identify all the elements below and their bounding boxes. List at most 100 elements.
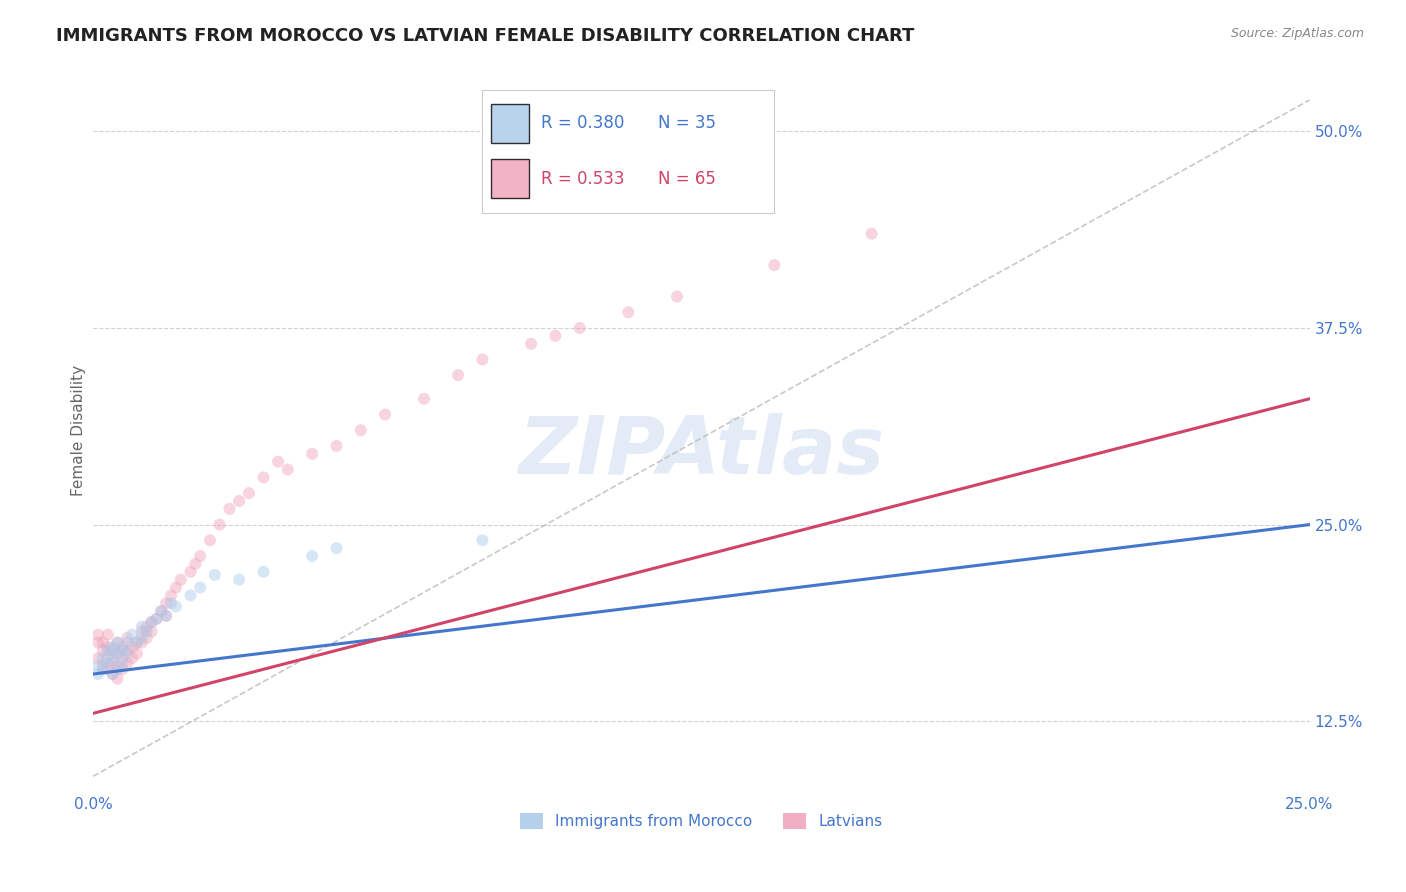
Point bbox=[107, 647, 129, 661]
Point bbox=[471, 533, 494, 548]
Point bbox=[107, 635, 129, 649]
Point bbox=[115, 656, 138, 670]
Point bbox=[413, 392, 436, 406]
Point bbox=[131, 620, 153, 634]
Point bbox=[155, 608, 177, 623]
Point bbox=[160, 596, 183, 610]
Point bbox=[188, 549, 211, 563]
Point bbox=[208, 517, 231, 532]
Point bbox=[267, 455, 290, 469]
Point bbox=[97, 662, 120, 676]
Point bbox=[121, 628, 143, 642]
Point bbox=[150, 604, 173, 618]
Point bbox=[121, 651, 143, 665]
Text: ZIPAtlas: ZIPAtlas bbox=[519, 413, 884, 491]
Point bbox=[125, 635, 148, 649]
Point bbox=[150, 604, 173, 618]
Point bbox=[111, 640, 134, 655]
Point bbox=[97, 643, 120, 657]
Point bbox=[87, 651, 110, 665]
Point bbox=[447, 368, 470, 383]
Point bbox=[115, 635, 138, 649]
Point bbox=[125, 647, 148, 661]
Y-axis label: Female Disability: Female Disability bbox=[72, 365, 86, 496]
Legend: Immigrants from Morocco, Latvians: Immigrants from Morocco, Latvians bbox=[515, 806, 889, 835]
Point bbox=[301, 549, 323, 563]
Point bbox=[228, 573, 250, 587]
Point bbox=[374, 408, 396, 422]
Point bbox=[568, 321, 591, 335]
Point bbox=[301, 447, 323, 461]
Point bbox=[155, 608, 177, 623]
Point bbox=[97, 656, 120, 670]
Point bbox=[155, 596, 177, 610]
Point bbox=[135, 620, 157, 634]
Point bbox=[91, 635, 114, 649]
Point bbox=[198, 533, 221, 548]
Point bbox=[165, 581, 187, 595]
Point bbox=[91, 662, 114, 676]
Point bbox=[91, 659, 114, 673]
Point bbox=[520, 336, 543, 351]
Point bbox=[101, 667, 124, 681]
Point bbox=[131, 624, 153, 639]
Point bbox=[115, 631, 138, 645]
Point bbox=[91, 643, 114, 657]
Point bbox=[165, 599, 187, 614]
Point bbox=[87, 659, 110, 673]
Point bbox=[170, 573, 193, 587]
Point bbox=[471, 352, 494, 367]
Point bbox=[87, 628, 110, 642]
Point bbox=[107, 647, 129, 661]
Point bbox=[87, 635, 110, 649]
Point bbox=[101, 643, 124, 657]
Point bbox=[184, 557, 207, 571]
Point bbox=[101, 640, 124, 655]
Point bbox=[141, 624, 163, 639]
Point bbox=[350, 423, 373, 437]
Point bbox=[763, 258, 786, 272]
Text: IMMIGRANTS FROM MOROCCO VS LATVIAN FEMALE DISABILITY CORRELATION CHART: IMMIGRANTS FROM MOROCCO VS LATVIAN FEMAL… bbox=[56, 27, 915, 45]
Point bbox=[238, 486, 260, 500]
Point bbox=[101, 656, 124, 670]
Point bbox=[131, 631, 153, 645]
Text: Source: ZipAtlas.com: Source: ZipAtlas.com bbox=[1230, 27, 1364, 40]
Point bbox=[111, 662, 134, 676]
Point bbox=[617, 305, 640, 319]
Point bbox=[107, 659, 129, 673]
Point bbox=[179, 565, 201, 579]
Point bbox=[101, 667, 124, 681]
Point bbox=[115, 647, 138, 661]
Point bbox=[101, 651, 124, 665]
Point bbox=[252, 470, 274, 484]
Point bbox=[121, 640, 143, 655]
Point bbox=[125, 635, 148, 649]
Point bbox=[204, 568, 226, 582]
Point bbox=[179, 588, 201, 602]
Point bbox=[107, 635, 129, 649]
Point bbox=[111, 651, 134, 665]
Point bbox=[97, 628, 120, 642]
Point bbox=[107, 672, 129, 686]
Point bbox=[111, 656, 134, 670]
Point bbox=[160, 588, 183, 602]
Point bbox=[111, 643, 134, 657]
Point bbox=[97, 651, 120, 665]
Point bbox=[145, 612, 167, 626]
Point bbox=[277, 462, 299, 476]
Point bbox=[325, 541, 347, 556]
Point bbox=[131, 635, 153, 649]
Point bbox=[666, 289, 689, 303]
Point bbox=[141, 615, 163, 629]
Point bbox=[145, 612, 167, 626]
Point bbox=[135, 624, 157, 639]
Point bbox=[252, 565, 274, 579]
Point bbox=[544, 329, 567, 343]
Point bbox=[228, 494, 250, 508]
Point bbox=[141, 615, 163, 629]
Point bbox=[860, 227, 883, 241]
Point bbox=[115, 643, 138, 657]
Point bbox=[91, 651, 114, 665]
Point bbox=[218, 501, 240, 516]
Point bbox=[87, 667, 110, 681]
